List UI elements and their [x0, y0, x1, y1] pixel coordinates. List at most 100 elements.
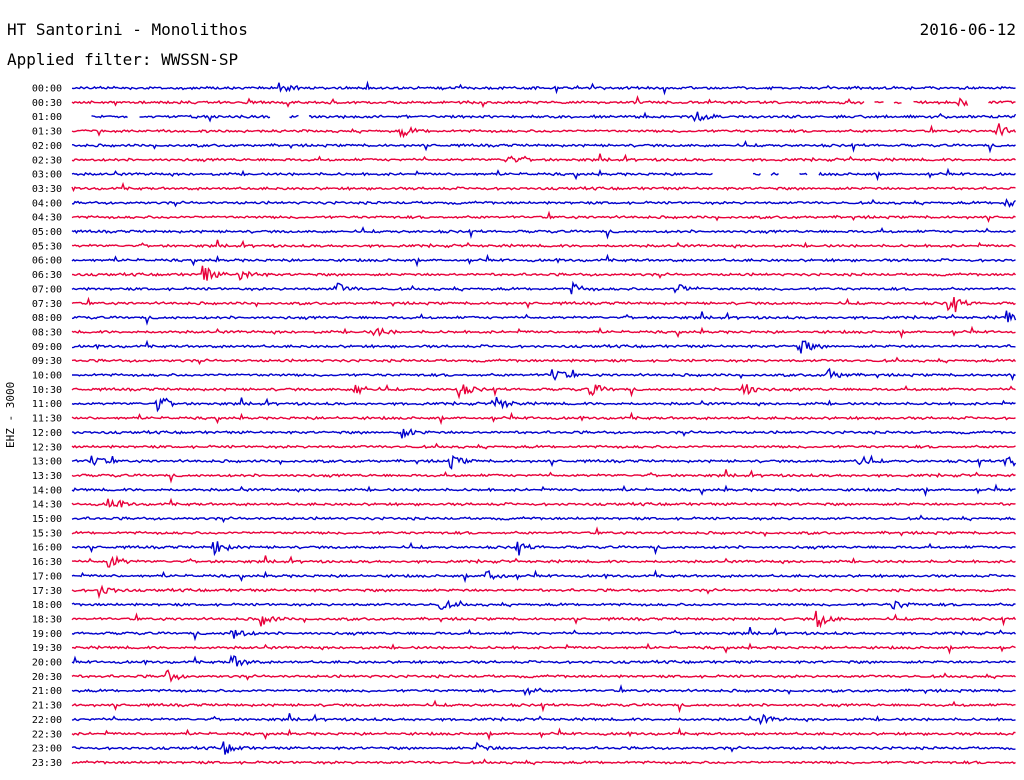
- trace-row: [71, 280, 1016, 295]
- row-time-label: 22:30: [32, 729, 62, 740]
- row-time-label: 15:00: [32, 514, 62, 525]
- row-time-label: 02:00: [32, 141, 62, 152]
- row-time-label: 03:00: [32, 170, 62, 181]
- row-time-label: 16:00: [32, 543, 62, 554]
- trace-row: [71, 654, 1016, 667]
- row-time-label: 10:30: [32, 385, 62, 396]
- trace-row: [71, 627, 1017, 642]
- row-time-label: 10:00: [32, 371, 62, 382]
- trace-row: [71, 483, 1016, 497]
- trace-row: [91, 111, 1017, 123]
- trace-row: [71, 497, 1016, 508]
- row-time-label: 23:30: [32, 758, 62, 769]
- trace-row: [71, 139, 1016, 154]
- row-time-label: 02:30: [32, 155, 62, 166]
- row-time-label: 12:00: [32, 428, 62, 439]
- row-time-label: 05:00: [32, 227, 62, 238]
- row-time-label: 09:30: [32, 356, 62, 367]
- trace-row: [71, 210, 1016, 224]
- row-time-label: 21:00: [32, 686, 62, 697]
- row-time-label: 08:30: [32, 327, 62, 338]
- trace-row: [71, 123, 1017, 139]
- row-time-label: 18:30: [32, 614, 62, 625]
- row-time-label: 21:30: [32, 701, 62, 712]
- trace-row: [71, 198, 1016, 209]
- trace-row: [71, 226, 1016, 240]
- trace-row: [72, 367, 1016, 381]
- row-time-label: 19:00: [32, 629, 62, 640]
- row-time-label: 18:00: [32, 600, 62, 611]
- trace-row: [71, 239, 1016, 249]
- row-time-label: 11:30: [32, 414, 62, 425]
- row-time-label: 01:30: [32, 127, 62, 138]
- row-time-label: 14:00: [32, 485, 62, 496]
- row-time-label: 19:30: [32, 643, 62, 654]
- trace-row: [71, 610, 1017, 629]
- trace-row: [71, 727, 1016, 741]
- trace-row: [71, 94, 1016, 109]
- row-time-label: 13:30: [32, 471, 62, 482]
- trace-row: [71, 669, 1016, 683]
- trace-row: [71, 153, 1016, 163]
- trace-row: [71, 427, 1016, 439]
- trace-row: [71, 454, 1017, 470]
- trace-row: [71, 514, 1016, 524]
- trace-row: [71, 265, 1016, 281]
- row-time-label: 08:00: [32, 313, 62, 324]
- trace-row: [71, 541, 1016, 557]
- row-time-label: 04:30: [32, 213, 62, 224]
- row-time-label: 17:30: [32, 586, 62, 597]
- trace-row: [71, 569, 1016, 584]
- row-time-label: 16:30: [32, 557, 62, 568]
- trace-row: [71, 411, 1016, 426]
- trace-row: [71, 181, 1016, 193]
- row-time-label: 20:30: [32, 672, 62, 683]
- row-time-label: 11:00: [32, 399, 62, 410]
- row-time-label: 22:00: [32, 715, 62, 726]
- trace-row: [71, 599, 1016, 610]
- trace-row: [71, 253, 1016, 268]
- row-time-label: 07:00: [32, 284, 62, 295]
- trace-row: [71, 383, 1016, 400]
- row-time-label: 12:30: [32, 442, 62, 453]
- row-time-label: 09:00: [32, 342, 62, 353]
- filter-label: Applied filter: WWSSN-SP: [7, 50, 239, 69]
- row-time-label: 15:30: [32, 528, 62, 539]
- trace-row: [71, 296, 1016, 313]
- trace-row: [71, 758, 1016, 766]
- row-time-label: 20:00: [32, 658, 62, 669]
- row-time-label: 00:00: [32, 84, 62, 95]
- row-time-label: 23:00: [32, 744, 62, 755]
- trace-row: [71, 554, 1016, 568]
- trace-row: [71, 713, 1016, 726]
- trace-row: [71, 80, 1016, 96]
- row-time-label: 01:00: [32, 112, 62, 123]
- row-time-label: 04:00: [32, 198, 62, 209]
- trace-row: [71, 325, 1016, 340]
- row-time-label: 03:30: [32, 184, 62, 195]
- trace-row: [71, 526, 1017, 538]
- row-time-label: 05:30: [32, 241, 62, 252]
- row-time-label: 13:00: [32, 457, 62, 468]
- trace-row: [71, 683, 1016, 697]
- row-time-label: 00:30: [32, 98, 62, 109]
- row-time-label: 06:00: [32, 256, 62, 267]
- row-time-label: 14:30: [32, 500, 62, 511]
- trace-row: [71, 167, 1016, 182]
- trace-row: [71, 469, 1016, 484]
- row-time-label: 17:00: [32, 571, 62, 582]
- trace-row: [71, 699, 1016, 714]
- date-label: 2016-06-12: [919, 20, 1016, 39]
- trace-row: [71, 356, 1017, 366]
- trace-row: [71, 310, 1017, 326]
- trace-row: [71, 584, 1016, 600]
- row-time-label: 06:30: [32, 270, 62, 281]
- trace-row: [71, 339, 1016, 354]
- station-title: HT Santorini - Monolithos: [7, 20, 248, 39]
- trace-row: [71, 741, 1016, 755]
- trace-row: [71, 442, 1016, 450]
- row-time-label: 07:30: [32, 299, 62, 310]
- trace-row: [71, 642, 1016, 655]
- trace-row: [71, 396, 1016, 413]
